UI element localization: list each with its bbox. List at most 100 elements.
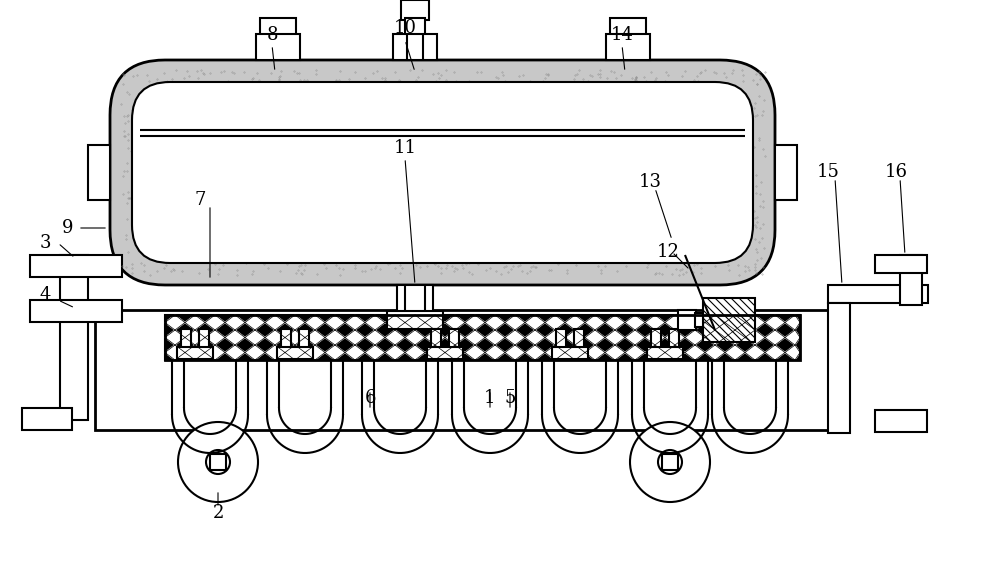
Polygon shape [465,345,485,360]
Point [755,197,771,206]
Point [142,270,158,279]
Text: 9: 9 [62,219,74,237]
Bar [181,329,191,351]
Point [689,260,705,269]
Text: 2: 2 [212,504,224,522]
Point [752,190,768,199]
Point [293,261,309,270]
Point [438,76,454,85]
Point [328,76,344,85]
Point [288,269,304,278]
Polygon shape [185,330,205,345]
Polygon shape [625,315,645,330]
Polygon shape [365,330,385,345]
Polygon shape [785,315,800,330]
Point [120,248,136,257]
Point [748,182,764,191]
Point [747,220,763,230]
Point [690,77,706,86]
Bar [427,347,463,359]
Polygon shape [325,345,345,360]
Polygon shape [485,345,505,360]
Point [571,66,587,75]
Point [335,264,351,273]
Point [387,263,403,272]
Point [567,70,583,80]
Point [527,263,543,272]
Polygon shape [485,315,505,330]
Point [707,261,723,271]
Point [118,231,134,240]
Point [755,107,771,116]
Point [438,263,454,272]
Point [431,74,447,83]
Text: 4: 4 [39,286,51,304]
Point [361,77,377,87]
Bar [669,329,679,351]
Polygon shape [305,345,325,360]
Point [297,260,313,269]
Bar [387,311,443,329]
Bar [695,313,703,327]
Point [368,262,384,271]
Point [291,68,307,77]
Point [158,261,174,270]
Polygon shape [645,315,665,330]
Point [120,194,136,203]
Polygon shape [465,330,485,345]
Text: 12: 12 [657,243,679,261]
Polygon shape [505,330,525,345]
Point [244,269,260,279]
Point [584,72,600,81]
Point [236,67,252,76]
Point [159,76,175,85]
Point [213,68,229,77]
Polygon shape [245,315,265,330]
Bar [60,255,88,420]
Point [748,268,764,278]
Point [118,262,134,271]
Point [606,68,622,77]
Point [493,269,509,279]
Point [328,76,344,85]
Polygon shape [225,330,245,345]
Polygon shape [165,315,185,330]
Point [692,69,708,78]
Point [286,67,302,76]
Polygon shape [365,315,385,330]
Polygon shape [605,330,625,345]
Point [196,70,212,79]
Point [124,118,140,128]
Point [523,262,539,271]
Point [537,73,553,83]
Point [747,112,763,121]
Point [347,68,363,77]
Circle shape [206,450,230,474]
Point [597,261,613,271]
Polygon shape [765,315,785,330]
Point [706,67,722,76]
Polygon shape [565,315,585,330]
Point [664,269,680,278]
Polygon shape [565,345,585,360]
Point [748,189,764,198]
Text: 15: 15 [817,163,839,181]
Point [674,264,690,273]
Point [756,95,772,104]
Point [752,74,768,84]
Point [575,74,591,84]
Point [179,67,195,76]
Point [290,266,306,275]
Bar [393,34,437,60]
Point [746,207,762,216]
Point [677,66,693,76]
Point [734,66,750,75]
Point [200,264,216,273]
Point [754,234,770,243]
Point [559,268,575,278]
Polygon shape [625,330,645,345]
Point [433,263,449,272]
Point [464,270,480,279]
Polygon shape [525,330,545,345]
Point [658,68,674,77]
